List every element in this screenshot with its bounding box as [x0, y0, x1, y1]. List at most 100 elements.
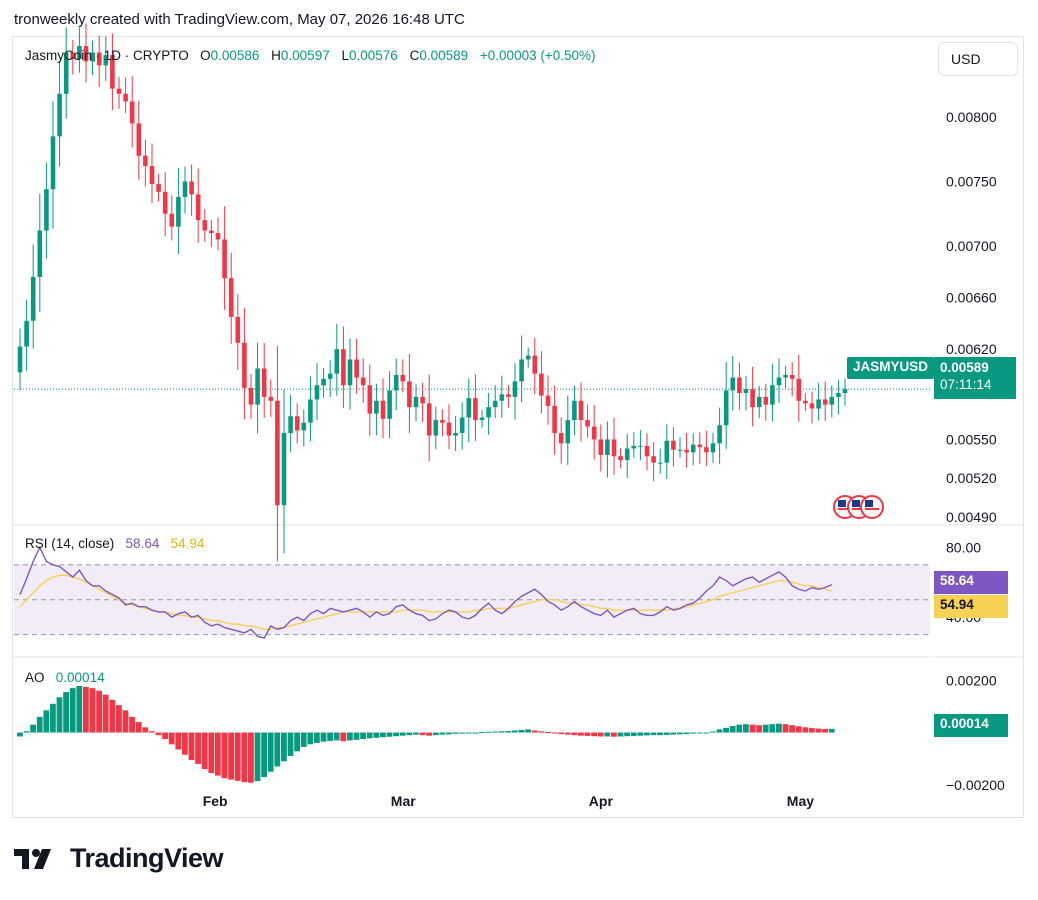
ao-bar [690, 732, 696, 734]
ao-bar [815, 728, 822, 733]
change-value: +0.00003 (+0.50%) [479, 48, 596, 63]
price-axis-tick: 0.00750 [946, 173, 997, 189]
high-value: 0.00597 [280, 48, 330, 63]
candle-body [268, 396, 274, 401]
ao-bar [459, 732, 465, 734]
ao-bar [129, 716, 135, 733]
candle-body [176, 196, 181, 227]
ao-bar [604, 732, 611, 737]
ao-bar [320, 732, 327, 742]
candle-body [809, 403, 815, 409]
us-event-flag-icon [838, 500, 846, 507]
ao-bar [340, 732, 347, 742]
ao-bar [50, 703, 56, 733]
ao-bar [30, 724, 36, 733]
rsi-legend-value: 58.64 [125, 536, 160, 551]
candle-body [189, 181, 194, 195]
candle-body [644, 445, 650, 457]
candle-body [308, 399, 313, 423]
ao-bar [175, 732, 182, 750]
candle-body [182, 181, 188, 197]
high-label: H [271, 48, 281, 63]
tradingview-logo-icon [14, 848, 51, 869]
ao-bar [551, 732, 558, 734]
ao-bar [545, 732, 551, 734]
ao-bar [683, 732, 690, 735]
ao-bar [327, 732, 333, 741]
candle-body [803, 400, 808, 404]
ao-bar [69, 688, 76, 733]
ao-bar [822, 728, 828, 733]
ao-bar [776, 723, 782, 733]
ao-bar [155, 732, 162, 736]
candle-body [598, 439, 604, 455]
ao-bar [769, 724, 776, 733]
candle-body [123, 93, 128, 102]
ao-bar [624, 732, 630, 737]
candle-body [783, 374, 788, 378]
candle-body [149, 165, 155, 185]
ao-bar [386, 732, 393, 737]
ao-bar [637, 732, 644, 736]
ao-bar [795, 726, 802, 733]
candle-body [50, 136, 56, 190]
candle-body [37, 230, 43, 277]
ao-bar [347, 732, 353, 741]
ao-legend[interactable]: AO 0.00014 [25, 670, 105, 685]
candle-body [743, 389, 749, 394]
candle-body [578, 400, 584, 421]
candle-body [704, 447, 709, 453]
candle-body [327, 373, 333, 379]
ao-bar [617, 732, 624, 737]
currency-button[interactable]: USD [938, 42, 1018, 76]
candle-body [321, 378, 326, 386]
candle-body [796, 378, 802, 401]
ao-bar [419, 732, 426, 736]
low-value: 0.00576 [349, 48, 398, 63]
candle-body [420, 396, 425, 404]
candle-body [407, 381, 412, 408]
price-axis-tick: 0.00700 [946, 238, 997, 254]
candle-body [776, 377, 782, 386]
candle-body [281, 432, 287, 506]
ao-bar [426, 732, 432, 736]
candle-body [228, 278, 234, 317]
ao-bar [360, 732, 366, 740]
ao-bar [36, 716, 43, 733]
candle-body [842, 389, 848, 394]
candle-body [479, 417, 485, 421]
candle-body [697, 444, 703, 448]
price-legend: JasmyCoin · 1D · CRYPTO O0.00586 H0.0059… [25, 48, 604, 63]
candle-body [638, 445, 643, 447]
candle-body [565, 420, 571, 444]
ao-bar [696, 732, 703, 734]
candle-body [413, 396, 419, 408]
candle-body [314, 385, 320, 400]
tradingview-logo[interactable]: TradingView [14, 843, 224, 874]
candle-body [671, 440, 676, 450]
candle-body [83, 46, 89, 62]
rsi-legend[interactable]: RSI (14, close) 58.64 54.94 [25, 536, 204, 551]
open-value: 0.00586 [210, 48, 260, 63]
candle-body [195, 194, 201, 221]
time-axis-tick: Feb [203, 793, 228, 809]
ao-bar [380, 732, 386, 738]
candle-body [156, 184, 161, 192]
symbol-name[interactable]: JasmyCoin · 1D · CRYPTO [25, 48, 189, 63]
ao-bar [756, 725, 762, 733]
candle-body [756, 396, 762, 408]
candle-body [545, 395, 551, 406]
ao-bar [373, 732, 380, 738]
time-axis-tick: Mar [391, 793, 416, 809]
ao-bar [485, 731, 492, 733]
candle-body [235, 316, 241, 343]
ao-bar [465, 732, 472, 734]
ao-bar [584, 732, 591, 736]
ao-bar [122, 710, 129, 733]
chart-frame[interactable] [12, 36, 1024, 818]
candle-body [684, 449, 689, 453]
ao-bar [743, 724, 749, 733]
candle-body [657, 462, 663, 464]
ao-bar [782, 724, 789, 733]
